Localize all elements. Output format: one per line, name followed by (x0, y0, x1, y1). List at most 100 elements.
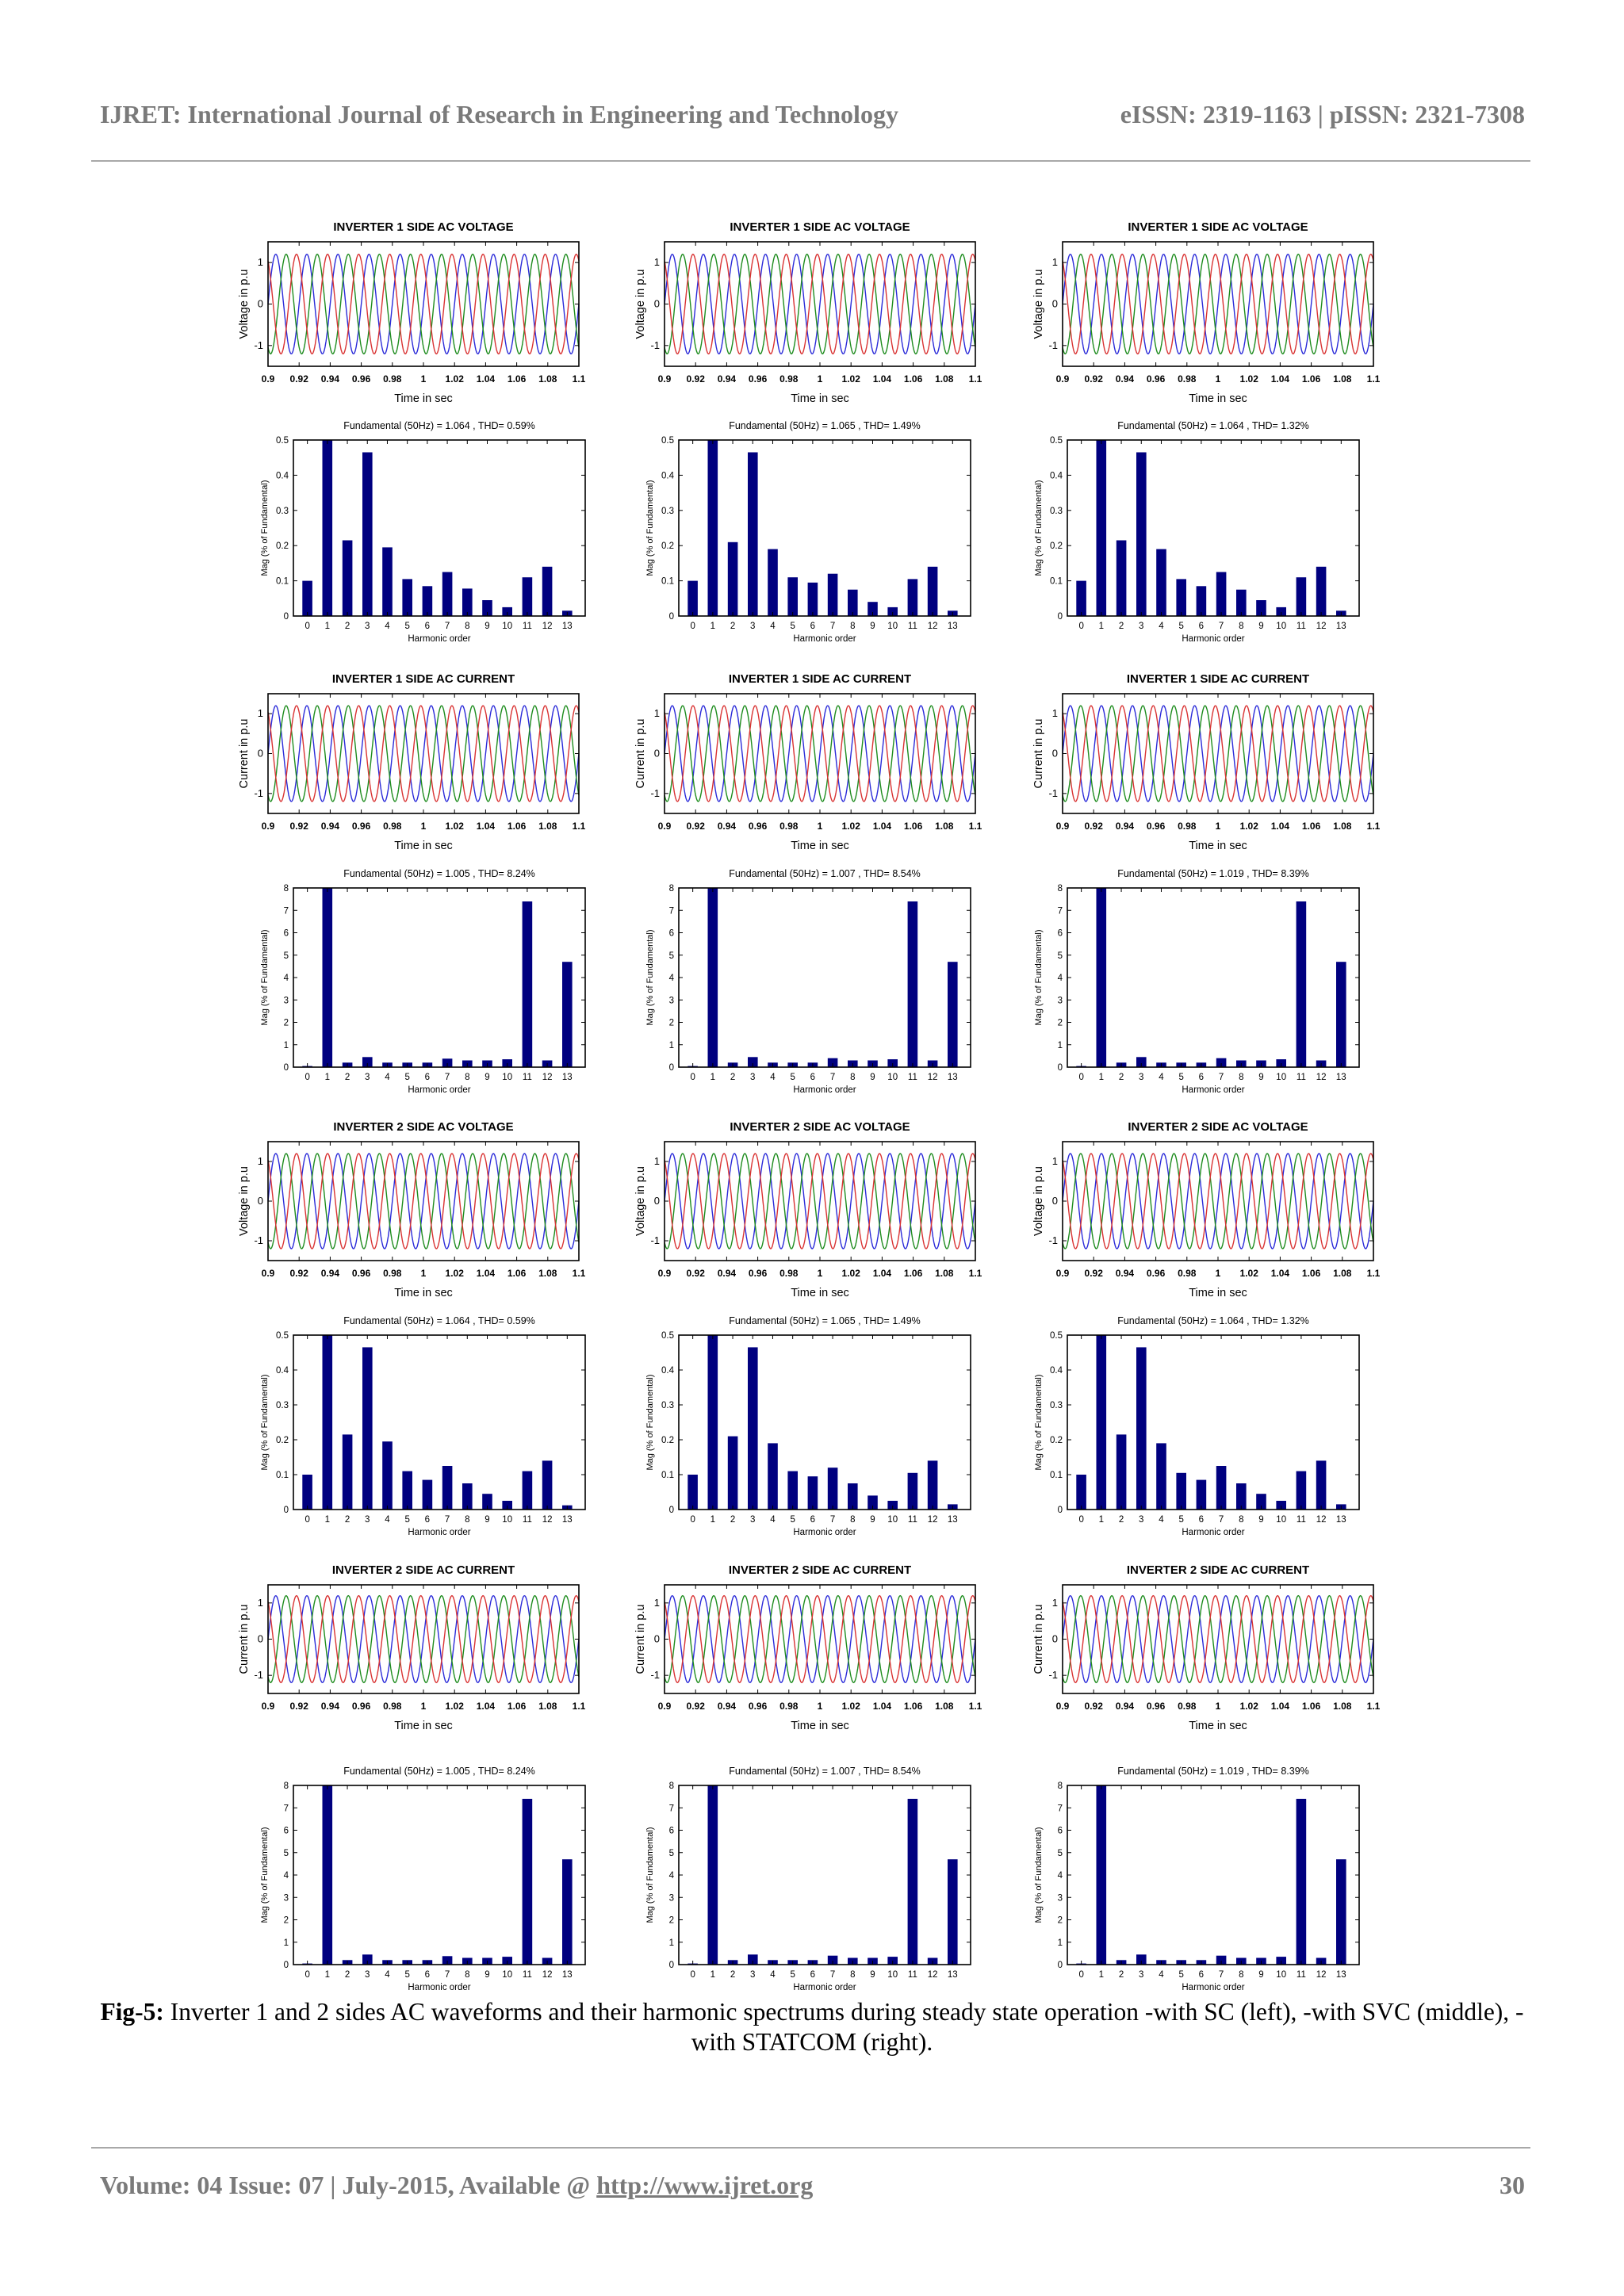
phase-waveform-line (1062, 253, 1374, 355)
x-tick-label: 13 (948, 1073, 958, 1082)
harmonic-bar (402, 579, 412, 616)
figure-label: Fig-5: (100, 1998, 164, 2026)
harmonic-bar (1076, 580, 1086, 616)
x-tick-label: 1 (1216, 1268, 1221, 1279)
x-tick-label: 0.94 (718, 373, 737, 385)
x-tick-label: 5 (790, 1515, 795, 1525)
x-tick-label: 0.92 (1085, 821, 1104, 832)
x-axis-label: Harmonic order (1182, 1983, 1244, 1992)
x-tick-label: 0.96 (352, 373, 371, 385)
x-tick-label: 0 (1078, 1515, 1083, 1525)
y-axis-label: Mag (% of Fundamental) (260, 1374, 270, 1470)
x-tick-label: 0.96 (749, 1268, 768, 1279)
y-tick-label: 8 (669, 884, 674, 894)
x-tick-label: 3 (365, 622, 370, 631)
harmonic-bar (1156, 1443, 1166, 1510)
x-tick-label: 0 (690, 1073, 695, 1082)
harmonic-bar (1136, 452, 1147, 616)
x-tick-label: 1 (421, 1268, 427, 1279)
y-tick-label: 1 (258, 1155, 263, 1167)
y-axis-label: Voltage in p.u (1032, 1166, 1045, 1236)
x-tick-label: 1.04 (477, 1701, 496, 1712)
x-tick-label: 9 (1258, 1073, 1263, 1082)
phase-waveform-line (1062, 705, 1374, 802)
x-tick-label: 0.96 (1147, 1701, 1166, 1712)
waveform-chart: 0.9 0.92 0.94 0.96 0.98 1 1.02 1.04 1.06 1.08 1.1 -… (634, 1120, 982, 1299)
y-tick-label: 5 (669, 1849, 674, 1858)
phase-waveform-line (1062, 1594, 1374, 1684)
harmonic-bar (1316, 566, 1327, 616)
harmonic-bar (887, 1501, 898, 1510)
x-tick-label: 0.98 (779, 1268, 799, 1279)
y-tick-label: 0 (1052, 298, 1058, 310)
y-axis-label: Mag (% of Fundamental) (645, 1374, 655, 1470)
x-tick-label: 0.96 (1147, 1268, 1166, 1279)
x-tick-label: 7 (445, 1970, 450, 1980)
harmonic-bar (1216, 1058, 1227, 1067)
x-tick-label: 1.1 (1367, 821, 1381, 832)
y-tick-label: 0 (669, 1961, 674, 1970)
y-tick-label: 1 (1052, 1155, 1058, 1167)
page-number: 30 (1500, 2171, 1525, 2199)
y-tick-label: 2 (1058, 1916, 1063, 1926)
x-tick-label: 10 (887, 1970, 898, 1980)
harmonic-bar (1136, 1057, 1147, 1067)
x-tick-label: 13 (562, 1073, 573, 1082)
x-axis-label: Harmonic order (408, 634, 470, 644)
waveform-chart: 0.9 0.92 0.94 0.96 0.98 1 1.02 1.04 1.06 1.08 1.1 -… (238, 1120, 586, 1299)
harmonic-bar (707, 440, 718, 616)
waveform-chart: 0.9 0.92 0.94 0.96 0.98 1 1.02 1.04 1.06 1.08 1.1 -… (1032, 672, 1381, 852)
y-axis-label: Voltage in p.u (1032, 270, 1045, 339)
y-axis-label: Current in p.u (634, 719, 647, 789)
plot-frame (293, 439, 586, 617)
x-tick-label: 2 (730, 1515, 735, 1525)
y-tick-label: -1 (650, 787, 660, 799)
harmonic-bar (907, 579, 918, 616)
y-tick-label: 4 (669, 974, 675, 983)
y-tick-label: 0.3 (661, 507, 674, 516)
x-tick-label: 0.92 (1085, 373, 1104, 385)
x-tick-label: 6 (810, 622, 815, 631)
plot-frame (293, 1334, 586, 1510)
y-tick-label: 0.2 (1050, 541, 1063, 551)
phase-waveform-line (1062, 705, 1374, 802)
x-axis-label: Time in sec (394, 1287, 453, 1299)
phase-waveform-line (267, 705, 580, 802)
y-tick-label: 1 (1052, 1597, 1058, 1609)
phase-waveform-line (267, 1594, 580, 1684)
y-tick-label: 0 (1058, 1506, 1063, 1515)
x-tick-label: 8 (850, 622, 855, 631)
x-tick-label: 3 (750, 1970, 755, 1980)
x-tick-label: 3 (1139, 622, 1143, 631)
chart-title: Fundamental (50Hz) = 1.064 , THD= 1.32% (1117, 1315, 1309, 1326)
x-tick-label: 12 (1316, 1970, 1327, 1980)
harmonic-bar (887, 607, 898, 616)
x-tick-label: 2 (345, 1073, 350, 1082)
y-tick-label: 2 (669, 1916, 674, 1926)
x-tick-label: 3 (365, 1970, 370, 1980)
x-tick-label: 2 (345, 622, 350, 631)
x-tick-label: 1.06 (508, 373, 527, 385)
harmonic-bar (342, 1434, 353, 1510)
footer-link[interactable]: http://www.ijret.org (596, 2171, 814, 2199)
phase-waveform-line (267, 253, 580, 355)
plot-frame (678, 887, 971, 1068)
x-tick-label: 6 (810, 1515, 815, 1525)
x-tick-label: 1.1 (573, 373, 586, 385)
x-tick-label: 7 (830, 1073, 835, 1082)
y-tick-label: 2 (284, 1019, 289, 1028)
y-axis-label: Mag (% of Fundamental) (1034, 1827, 1044, 1923)
y-axis-label: Voltage in p.u (634, 270, 647, 339)
x-tick-label: 11 (523, 622, 532, 631)
y-tick-label: -1 (254, 787, 263, 799)
x-tick-label: 0.98 (779, 373, 799, 385)
x-tick-label: 0.92 (290, 373, 309, 385)
x-tick-label: 9 (485, 1515, 489, 1525)
x-tick-label: 1.08 (538, 373, 557, 385)
harmonic-bar (807, 582, 818, 616)
chart-title: INVERTER 2 SIDE AC CURRENT (1127, 1563, 1309, 1577)
x-tick-label: 1.04 (873, 821, 892, 832)
phase-waveform-line (664, 1153, 976, 1249)
x-tick-label: 8 (850, 1515, 855, 1525)
